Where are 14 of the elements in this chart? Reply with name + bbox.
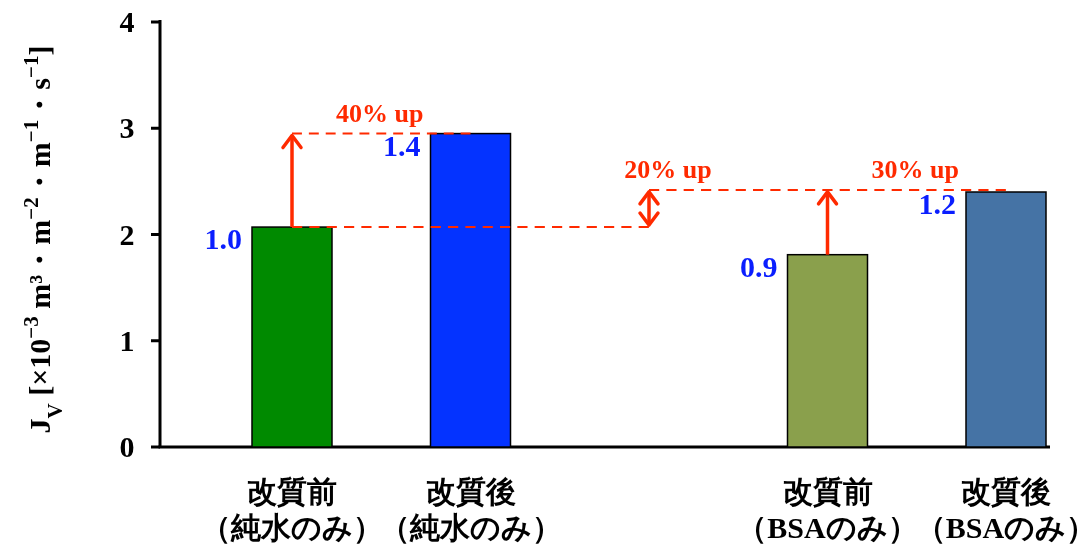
annotation: 30% up [871,154,959,184]
x-tick-label: 改質後（BSAのみ） [915,475,1090,544]
y-tick-label: 2 [119,217,135,251]
annotation: 0.9 [740,249,778,283]
x-tick-label: 改質前（BSAのみ） [737,475,918,544]
annotation: 1.2 [918,187,956,220]
annotation: 1.0 [204,222,242,256]
annotation: 1.4 [383,128,421,162]
y-tick-label: 4 [119,5,135,38]
y-tick-label: 1 [119,323,135,357]
y-tick-label: 3 [119,111,135,145]
y-tick-label: 0 [119,430,135,463]
annotation: 40% up [336,98,424,128]
annotation: 20% up [624,154,712,184]
